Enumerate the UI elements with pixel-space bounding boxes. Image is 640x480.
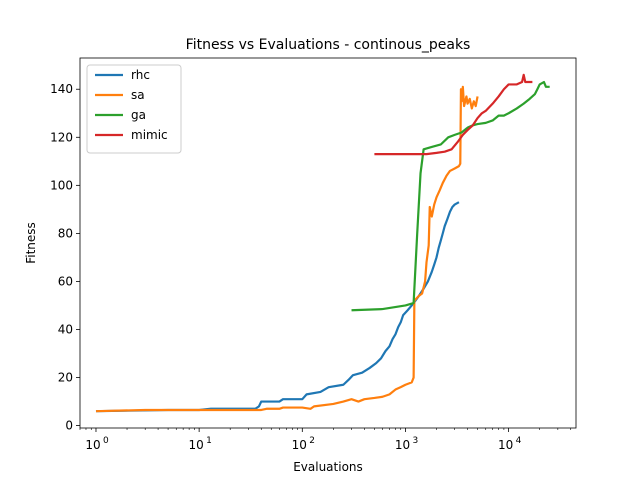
x-tick-label: 10 <box>292 438 307 452</box>
plot-area <box>95 73 550 413</box>
series-line-sa <box>95 85 479 413</box>
y-tick-label: 60 <box>58 274 73 288</box>
legend: rhc sa ga mimic <box>86 64 182 154</box>
x-tick-label: 10 <box>85 438 100 452</box>
plot-frame <box>79 57 577 429</box>
x-tick-label-exponent: 0 <box>103 436 109 446</box>
y-tick-label: 40 <box>58 322 73 336</box>
legend-label-sa: sa <box>131 88 145 102</box>
y-tick-label: 100 <box>50 178 73 192</box>
chart-title: Fitness vs Evaluations - continous_peaks <box>186 37 471 53</box>
x-axis: 10 0 10 1 10 2 10 3 10 4 <box>79 428 572 452</box>
legend-label-rhc: rhc <box>131 68 150 82</box>
x-tick-label: 10 <box>188 438 203 452</box>
legend-box <box>86 64 182 154</box>
x-tick-label-exponent: 2 <box>309 436 315 446</box>
y-axis-label: Fitness <box>24 222 38 264</box>
x-tick-label-exponent: 1 <box>206 436 212 446</box>
y-tick-label: 120 <box>50 130 73 144</box>
y-tick-label: 20 <box>58 371 73 385</box>
legend-label-mimic: mimic <box>131 128 168 142</box>
x-tick-label-exponent: 3 <box>412 436 418 446</box>
y-tick-label: 0 <box>65 419 73 433</box>
x-tick-label: 10 <box>498 438 513 452</box>
x-axis-label: Evaluations <box>293 460 363 474</box>
y-tick-label: 80 <box>58 226 73 240</box>
series-line-mimic <box>374 73 533 156</box>
series-line-rhc <box>95 201 460 413</box>
y-axis: 0 20 40 60 80 100 120 140 <box>50 82 80 433</box>
series-line-ga <box>351 80 550 312</box>
legend-label-ga: ga <box>131 108 146 122</box>
y-tick-label: 140 <box>50 82 73 96</box>
x-tick-label-exponent: 4 <box>516 436 522 446</box>
x-tick-label: 10 <box>395 438 410 452</box>
